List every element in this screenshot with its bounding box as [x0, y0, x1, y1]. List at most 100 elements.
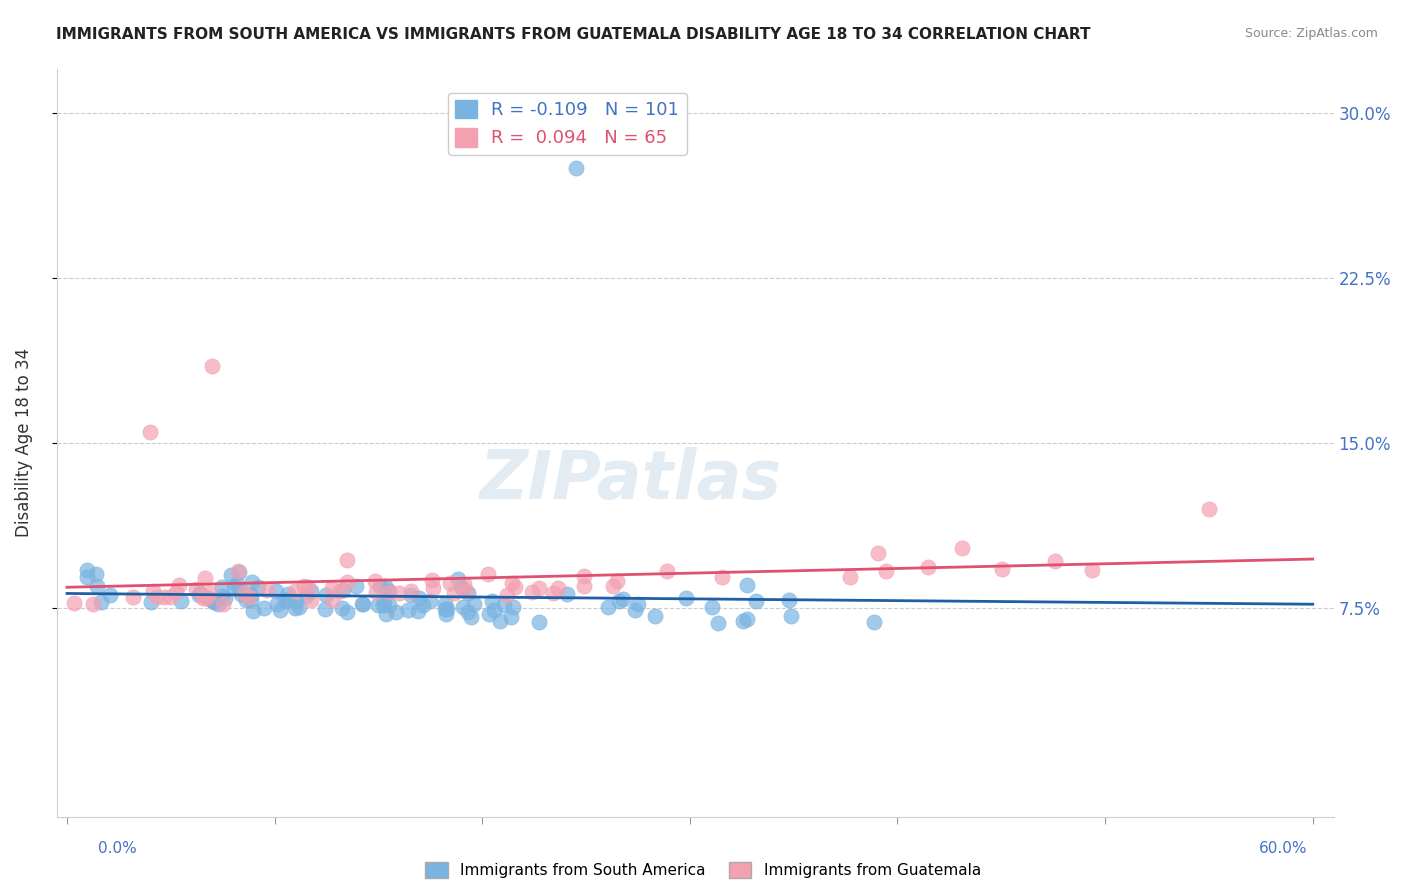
Point [541, 586, 564, 600]
Point [329, 583, 352, 598]
Text: 60.0%: 60.0% [1260, 841, 1308, 856]
Point [330, 601, 353, 615]
Point [675, 591, 697, 606]
Point [606, 574, 628, 588]
Point [201, 359, 224, 373]
Point [374, 579, 396, 593]
Point [321, 593, 343, 607]
Point [371, 598, 394, 612]
Point [240, 588, 263, 602]
Point [90, 595, 112, 609]
Point [146, 591, 169, 605]
Point [299, 584, 322, 599]
Point [264, 583, 287, 598]
Point [242, 574, 264, 589]
Point [494, 598, 516, 612]
Point [350, 598, 373, 612]
Point [499, 609, 522, 624]
Text: Source: ZipAtlas.com: Source: ZipAtlas.com [1244, 27, 1378, 40]
Point [735, 612, 758, 626]
Point [224, 579, 246, 593]
Point [240, 593, 263, 607]
Point [139, 425, 162, 439]
Point [364, 574, 387, 589]
Point [332, 582, 354, 597]
Point [188, 585, 211, 599]
Point [193, 571, 215, 585]
Point [225, 577, 247, 591]
Point [484, 603, 506, 617]
Point [82, 598, 104, 612]
Point [122, 591, 145, 605]
Point [439, 576, 461, 591]
Point [336, 553, 359, 567]
Point [396, 603, 419, 617]
Point [368, 579, 391, 593]
Point [744, 593, 766, 607]
Point [202, 595, 225, 609]
Point [412, 599, 434, 613]
Point [598, 599, 620, 614]
Point [373, 595, 395, 609]
Point [297, 580, 319, 594]
Point [167, 578, 190, 592]
Point [211, 580, 233, 594]
Point [737, 578, 759, 592]
Point [655, 564, 678, 578]
Point [201, 594, 224, 608]
Point [233, 586, 256, 600]
Point [76, 570, 98, 584]
Point [496, 588, 519, 602]
Point [700, 599, 723, 614]
Point [991, 562, 1014, 576]
Point [200, 592, 222, 607]
Point [63, 596, 86, 610]
Point [153, 591, 176, 605]
Point [295, 590, 318, 604]
Point [292, 579, 315, 593]
Point [364, 585, 387, 599]
Point [247, 580, 270, 594]
Point [336, 605, 359, 619]
Point [503, 580, 526, 594]
Point [207, 597, 229, 611]
Point [457, 605, 479, 619]
Point [198, 585, 221, 599]
Point [346, 579, 368, 593]
Point [450, 582, 472, 596]
Point [627, 597, 650, 611]
Point [142, 584, 165, 599]
Point [184, 582, 207, 597]
Point [269, 603, 291, 617]
Point [399, 583, 422, 598]
Point [1081, 563, 1104, 577]
Point [572, 579, 595, 593]
Point [388, 586, 411, 600]
Point [711, 570, 734, 584]
Point [384, 605, 406, 619]
Point [98, 588, 121, 602]
Point [463, 598, 485, 612]
Point [211, 589, 233, 603]
Point [422, 581, 444, 595]
Point [284, 601, 307, 615]
Point [408, 604, 430, 618]
Point [564, 161, 586, 175]
Text: IMMIGRANTS FROM SOUTH AMERICA VS IMMIGRANTS FROM GUATEMALA DISABILITY AGE 18 TO : IMMIGRANTS FROM SOUTH AMERICA VS IMMIGRA… [56, 27, 1091, 42]
Point [624, 603, 647, 617]
Point [457, 586, 479, 600]
Point [352, 597, 374, 611]
Point [378, 584, 401, 599]
Point [252, 601, 274, 615]
Point [76, 563, 98, 577]
Point [299, 593, 322, 607]
Point [315, 588, 337, 602]
Point [283, 583, 305, 598]
Point [868, 545, 890, 559]
Point [159, 590, 181, 604]
Point [288, 600, 311, 615]
Point [266, 597, 288, 611]
Text: ZIPatlas: ZIPatlas [481, 447, 782, 513]
Point [1198, 501, 1220, 516]
Point [1043, 554, 1066, 568]
